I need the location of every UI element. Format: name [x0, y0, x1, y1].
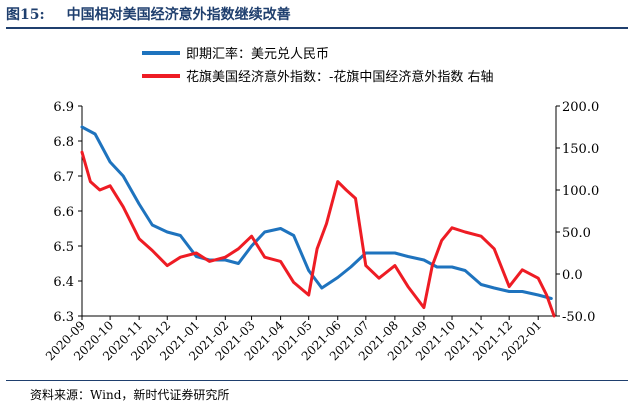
figure-title: 图15: 中国相对美国经济意外指数继续改善 — [6, 4, 291, 24]
legend: 即期汇率：美元兑人民币 花旗美国经济意外指数：-花旗中国经济意外指数 右轴 — [142, 46, 494, 85]
y-tick-label-left: 6.9 — [53, 100, 74, 115]
y-tick-label-right: 200.0 — [562, 100, 599, 115]
y-tick-label-right: 50.0 — [562, 226, 591, 241]
legend-label-usd-cny: 即期汇率：美元兑人民币 — [186, 46, 329, 62]
y-tick-label-left: 6.5 — [53, 240, 74, 255]
y-tick-label-right: 100.0 — [562, 184, 599, 199]
y-tick-label-left: 6.8 — [53, 135, 74, 150]
series-layer — [80, 125, 556, 318]
y-tick-label-left: 6.7 — [53, 170, 74, 185]
y-tick-label-left: 6.6 — [53, 205, 74, 220]
y-tick-label-right: 0.0 — [562, 268, 583, 283]
series-line-surprise-spread — [80, 150, 556, 318]
y-tick-label-left: 6.3 — [53, 310, 74, 325]
source-note: 资料来源：Wind，新时代证券研究所 — [30, 388, 230, 402]
footer-rule — [6, 380, 628, 381]
axes: 6.9 6.8 6.7 6.6 6.5 6.4 6.3 200.0 150.0 100.0 50.0… — [43, 100, 599, 363]
figure-title-text: 中国相对美国经济意外指数继续改善 — [66, 7, 291, 23]
y-tick-label-left: 6.4 — [53, 275, 74, 290]
y-tick-label-right: -50.0 — [562, 310, 595, 325]
legend-label-surprise-spread: 花旗美国经济意外指数：-花旗中国经济意外指数 右轴 — [186, 69, 494, 85]
figure-label: 图15: — [6, 7, 45, 23]
y-tick-label-right: 150.0 — [562, 142, 599, 157]
series-line-usd-cny — [80, 125, 553, 300]
title-rule — [6, 27, 628, 29]
